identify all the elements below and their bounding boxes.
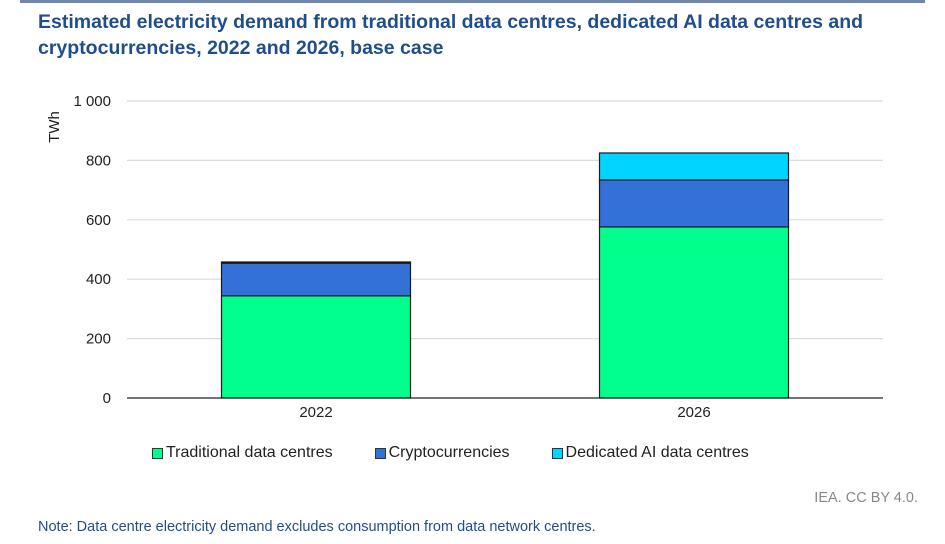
legend-item-ai: Dedicated AI data centres [551, 444, 749, 462]
legend-item-traditional: Traditional data centres [152, 444, 333, 462]
legend-label-crypto: Cryptocurrencies [388, 444, 510, 461]
y-tick-label: 200 [86, 331, 111, 348]
legend-label-traditional: Traditional data centres [166, 444, 333, 461]
bar-segment [220, 295, 412, 399]
x-tick-label: 2026 [677, 404, 710, 421]
chart-legend: Traditional data centres Cryptocurrencie… [152, 444, 749, 462]
legend-swatch-traditional [152, 447, 163, 459]
y-tick-label: 0 [103, 390, 111, 407]
chart-note: Note: Data centre electricity demand exc… [38, 519, 596, 535]
y-tick-label: 600 [86, 212, 111, 229]
y-tick-label: 800 [86, 152, 111, 169]
x-tick-label: 2022 [299, 404, 332, 421]
bar-segment [598, 152, 790, 181]
legend-label-ai: Dedicated AI data centres [565, 444, 749, 461]
chart-plot: 0 200 400 600 800 1 000 TWh 2022 2026 [46, 93, 883, 421]
bar-segment [598, 179, 790, 228]
legend-item-crypto: Cryptocurrencies [374, 444, 510, 462]
bar-segment [220, 261, 412, 264]
legend-swatch-ai [551, 447, 563, 459]
legend-swatch-crypto [374, 447, 386, 459]
bar-segment [598, 226, 790, 399]
source-credit: IEA. CC BY 4.0. [814, 490, 918, 506]
chart-title: Estimated electricity demand from tradit… [38, 11, 864, 59]
y-tick-label: 1 000 [73, 93, 111, 110]
y-tick-label: 400 [86, 271, 111, 288]
bar-segment [220, 262, 412, 297]
top-rule [20, 0, 925, 3]
y-axis-label: TWh [46, 111, 63, 143]
